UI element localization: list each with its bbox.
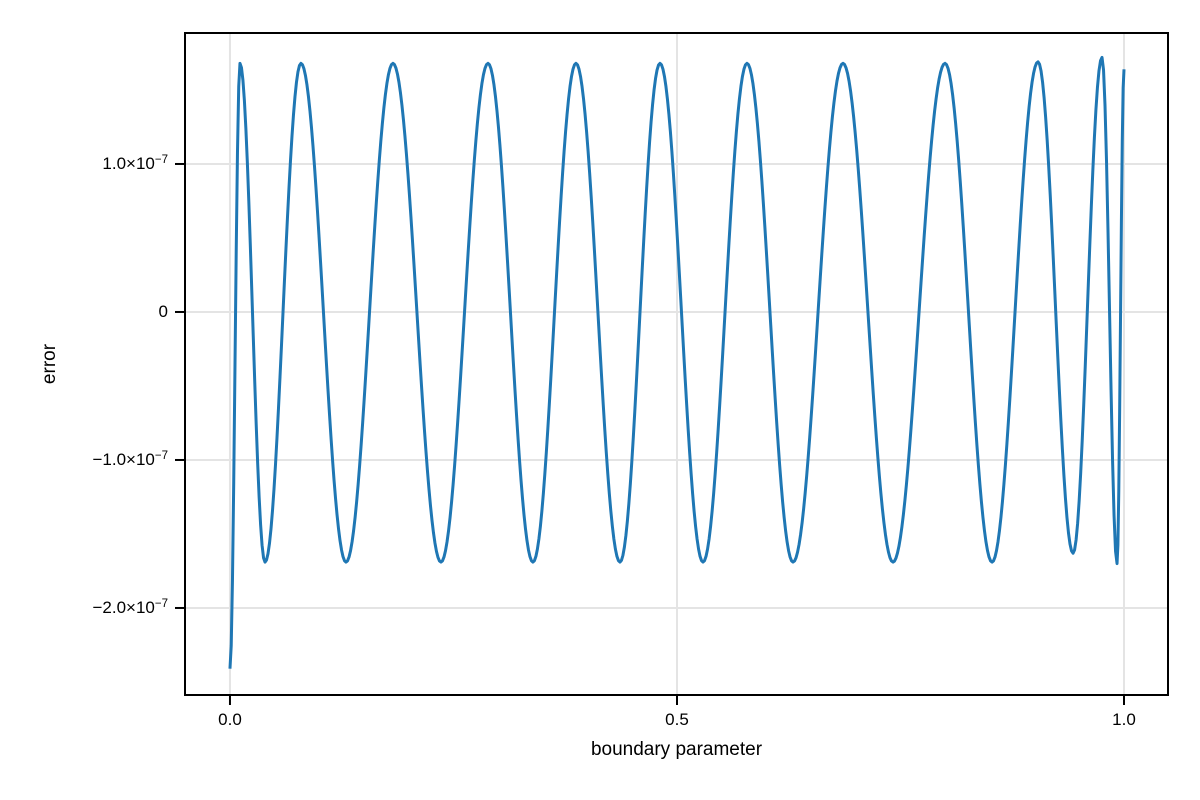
x-tick-label: 0.5 <box>665 710 689 729</box>
error-curve <box>228 55 1126 669</box>
x-axis-label: boundary parameter <box>590 739 763 760</box>
y-tick-label: −1.0×10−7 <box>92 449 168 469</box>
y-tick-label: 1.0×10−7 <box>102 153 168 173</box>
y-tick-label: −2.0×10−7 <box>92 597 168 617</box>
y-axis-label: error <box>39 343 60 385</box>
y-tick-label: 0 <box>158 301 168 321</box>
x-tick-label: 0.0 <box>218 710 242 729</box>
x-tick-label: 1.0 <box>1112 710 1136 729</box>
